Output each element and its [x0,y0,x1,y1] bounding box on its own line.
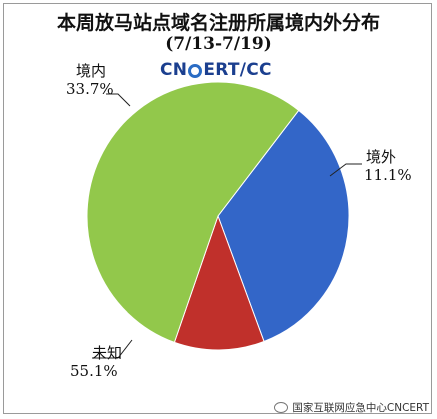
chart-title: 本周放马站点域名注册所属境内外分布 [56,12,380,34]
cncert-logo: CN ERT/CC [160,60,272,80]
leader-domestic [106,93,131,107]
slice-unknown [86,81,300,344]
wechat-icon [274,402,289,413]
leader-unknown [92,339,133,359]
leader-overseas [329,163,362,177]
label-unknown: 未知 55.1% [70,344,123,380]
globe-icon [188,64,203,78]
slice-overseas [173,214,265,351]
slice-domestic [217,109,350,343]
label-overseas: 境外 11.1% [364,148,412,184]
label-domestic: 境内 33.7% [66,62,114,98]
watermark: 国家互联网应急中心CNCERT [274,400,429,415]
chart-subtitle: (7/13-7/19) [165,34,272,54]
